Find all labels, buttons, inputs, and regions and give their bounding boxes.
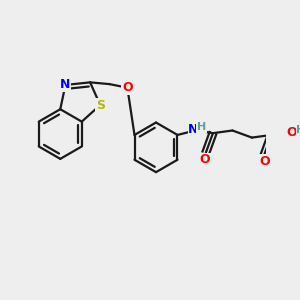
- Text: O: O: [200, 153, 210, 166]
- Text: O: O: [286, 126, 297, 139]
- Text: O: O: [122, 81, 133, 94]
- Text: H: H: [197, 122, 206, 132]
- Text: O: O: [259, 155, 270, 168]
- Text: S: S: [96, 98, 105, 112]
- Text: H: H: [296, 124, 300, 135]
- Text: N: N: [60, 79, 70, 92]
- Text: N: N: [188, 123, 199, 136]
